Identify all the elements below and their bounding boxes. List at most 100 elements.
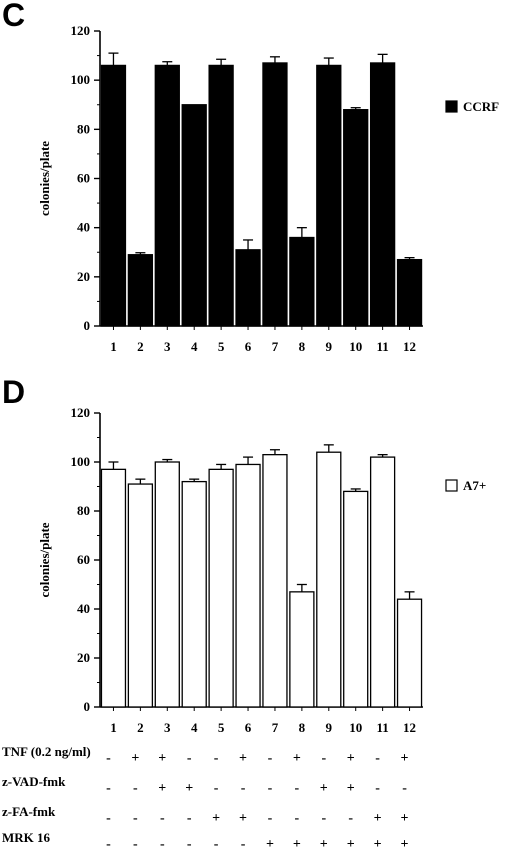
panel-c-x-tick-label: 8 xyxy=(299,339,306,354)
panel-c-y-tick-label: 0 xyxy=(84,318,91,333)
panel-d-x-tick-label: 11 xyxy=(376,720,388,735)
treatment-sign: - xyxy=(321,811,326,826)
treatment-sign: + xyxy=(320,781,328,796)
panel-d-y-tick-label: 20 xyxy=(77,650,90,665)
treatment-sign: - xyxy=(268,811,273,826)
panel-d-x-tick-label: 9 xyxy=(326,720,333,735)
panel-c-x-tick-label: 11 xyxy=(376,339,388,354)
panel-d-x-tick-label: 7 xyxy=(272,720,279,735)
treatment-sign: + xyxy=(239,751,247,766)
panel-d-x-tick-label: 1 xyxy=(110,720,117,735)
panel-c-x-tick-label: 12 xyxy=(403,339,416,354)
treatment-sign: - xyxy=(268,751,273,766)
panel-d-x-tick-label: 12 xyxy=(403,720,416,735)
treatment-sign: + xyxy=(401,837,409,852)
treatment-sign: - xyxy=(241,781,246,796)
treatment-sign: - xyxy=(133,811,138,826)
panel-d-bar xyxy=(369,456,396,708)
panel-d-bar xyxy=(235,463,261,708)
treatment-sign: - xyxy=(402,781,407,796)
treatment-sign: + xyxy=(320,837,328,852)
panel-c-bar xyxy=(289,236,315,327)
panel-d-legend-label: A7+ xyxy=(463,478,486,493)
panel-d-y-tick-label: 100 xyxy=(71,454,91,469)
treatment-sign: + xyxy=(374,811,382,826)
panel-d-bar xyxy=(396,598,423,708)
treatment-label: z-VAD-fmk xyxy=(2,774,66,789)
treatment-sign: + xyxy=(239,811,247,826)
panel-c-bar xyxy=(262,62,288,327)
panel-d-x-tick-label: 2 xyxy=(137,720,144,735)
panel-c-legend-swatch xyxy=(445,100,458,113)
treatment-sign: + xyxy=(158,781,166,796)
panel-c-bar xyxy=(181,104,207,327)
treatment-sign: + xyxy=(347,751,355,766)
panel-d-x-tick-label: 10 xyxy=(349,720,362,735)
treatment-sign: - xyxy=(295,781,300,796)
treatment-sign: - xyxy=(187,837,192,852)
treatment-sign: - xyxy=(375,781,380,796)
panel-d-x-tick-label: 8 xyxy=(299,720,306,735)
panel-c-x-tick-label: 9 xyxy=(326,339,333,354)
treatment-sign: + xyxy=(347,837,355,852)
panel-d-bar xyxy=(127,483,154,708)
treatment-sign: - xyxy=(375,751,380,766)
panel-c-bar xyxy=(127,254,154,327)
panel-c-bar xyxy=(316,64,342,327)
panel-c-bar xyxy=(343,109,369,327)
treatment-sign: - xyxy=(295,811,300,826)
treatment-sign: + xyxy=(158,751,166,766)
treatment-sign: - xyxy=(268,781,273,796)
treatment-sign: - xyxy=(241,837,246,852)
panel-c-bar xyxy=(208,64,234,327)
treatment-label: z-FA-fmk xyxy=(2,804,56,819)
treatment-sign: - xyxy=(187,811,192,826)
treatment-sign: - xyxy=(160,811,165,826)
treatment-sign: - xyxy=(106,811,111,826)
panel-d-bar xyxy=(154,461,180,708)
treatment-label: MRK 16 xyxy=(2,830,51,845)
treatment-sign: + xyxy=(185,781,193,796)
treatment-sign: - xyxy=(187,751,192,766)
treatment-sign: - xyxy=(106,751,111,766)
treatment-sign: + xyxy=(212,811,220,826)
panel-c-x-tick-label: 5 xyxy=(218,339,225,354)
treatment-sign: - xyxy=(106,781,111,796)
treatment-sign: + xyxy=(266,837,274,852)
panel-d-y-tick-label: 80 xyxy=(77,503,90,518)
panel-d-bar xyxy=(316,451,342,708)
panel-c-bar xyxy=(100,64,127,327)
panel-c-x-tick-label: 2 xyxy=(137,339,144,354)
panel-d-letter: D xyxy=(2,374,25,410)
treatment-sign: - xyxy=(133,837,138,852)
panel-d-y-tick-label: 60 xyxy=(77,552,90,567)
panel-c-y-tick-label: 20 xyxy=(77,269,90,284)
treatment-sign: - xyxy=(348,811,353,826)
panel-c-x-tick-label: 3 xyxy=(164,339,171,354)
panel-c-bar xyxy=(235,249,261,327)
panel-c-letter: C xyxy=(2,0,25,33)
panel-d-bar xyxy=(208,468,234,708)
panel-c-y-tick-label: 80 xyxy=(77,121,90,136)
panel-d-x-tick-label: 4 xyxy=(191,720,198,735)
panel-d-bar xyxy=(343,490,369,708)
treatment-sign: + xyxy=(374,837,382,852)
panel-d-y-tick-label: 120 xyxy=(71,405,91,420)
treatment-sign: - xyxy=(321,751,326,766)
panel-d-bar xyxy=(100,468,127,708)
panel-c-y-tick-label: 40 xyxy=(77,220,90,235)
panel-c-y-tick-label: 100 xyxy=(71,72,91,87)
treatment-sign: - xyxy=(160,837,165,852)
treatment-sign: - xyxy=(214,781,219,796)
treatment-label: TNF (0.2 ng/ml) xyxy=(2,744,91,759)
treatment-sign: + xyxy=(401,751,409,766)
treatment-sign: + xyxy=(401,811,409,826)
panel-c-bar xyxy=(396,258,423,327)
panel-c-y-axis-label: colonies/plate xyxy=(37,141,52,216)
panel-c-y-tick-label: 60 xyxy=(77,171,90,186)
panel-c-bar xyxy=(154,64,180,327)
panel-d-y-tick-label: 40 xyxy=(77,601,90,616)
panel-c-x-tick-label: 7 xyxy=(272,339,279,354)
panel-c-x-tick-label: 1 xyxy=(110,339,117,354)
panel-c-x-tick-label: 10 xyxy=(349,339,362,354)
